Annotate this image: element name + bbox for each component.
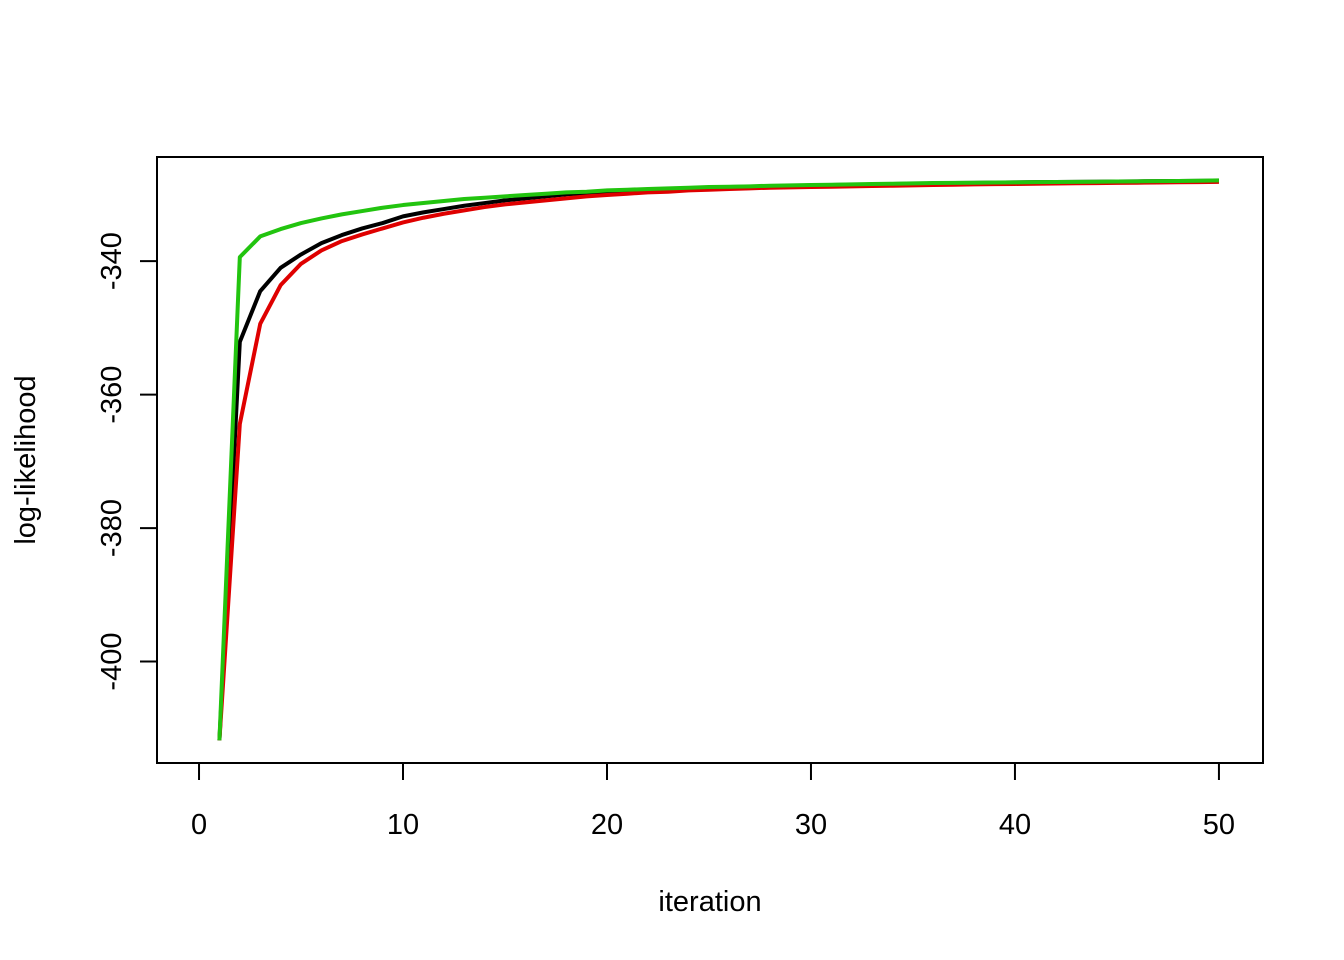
y-tick-label: -380: [96, 499, 128, 557]
x-tick-label: 10: [387, 809, 419, 841]
x-tick-label: 0: [191, 809, 207, 841]
series-line: [217, 179, 1219, 741]
y-tick-label: -360: [96, 366, 128, 424]
x-tick-label: 30: [795, 809, 827, 841]
x-tick-label: 20: [591, 809, 623, 841]
y-tick-label: -400: [96, 633, 128, 691]
series-line: [217, 178, 1219, 741]
y-tick-label: -340: [96, 232, 128, 290]
x-axis-title: iteration: [658, 886, 761, 918]
series-line: [217, 178, 1219, 741]
y-axis-title: log-likelihood: [10, 375, 42, 544]
x-tick-label: 50: [1203, 809, 1235, 841]
x-tick-label: 40: [999, 809, 1031, 841]
